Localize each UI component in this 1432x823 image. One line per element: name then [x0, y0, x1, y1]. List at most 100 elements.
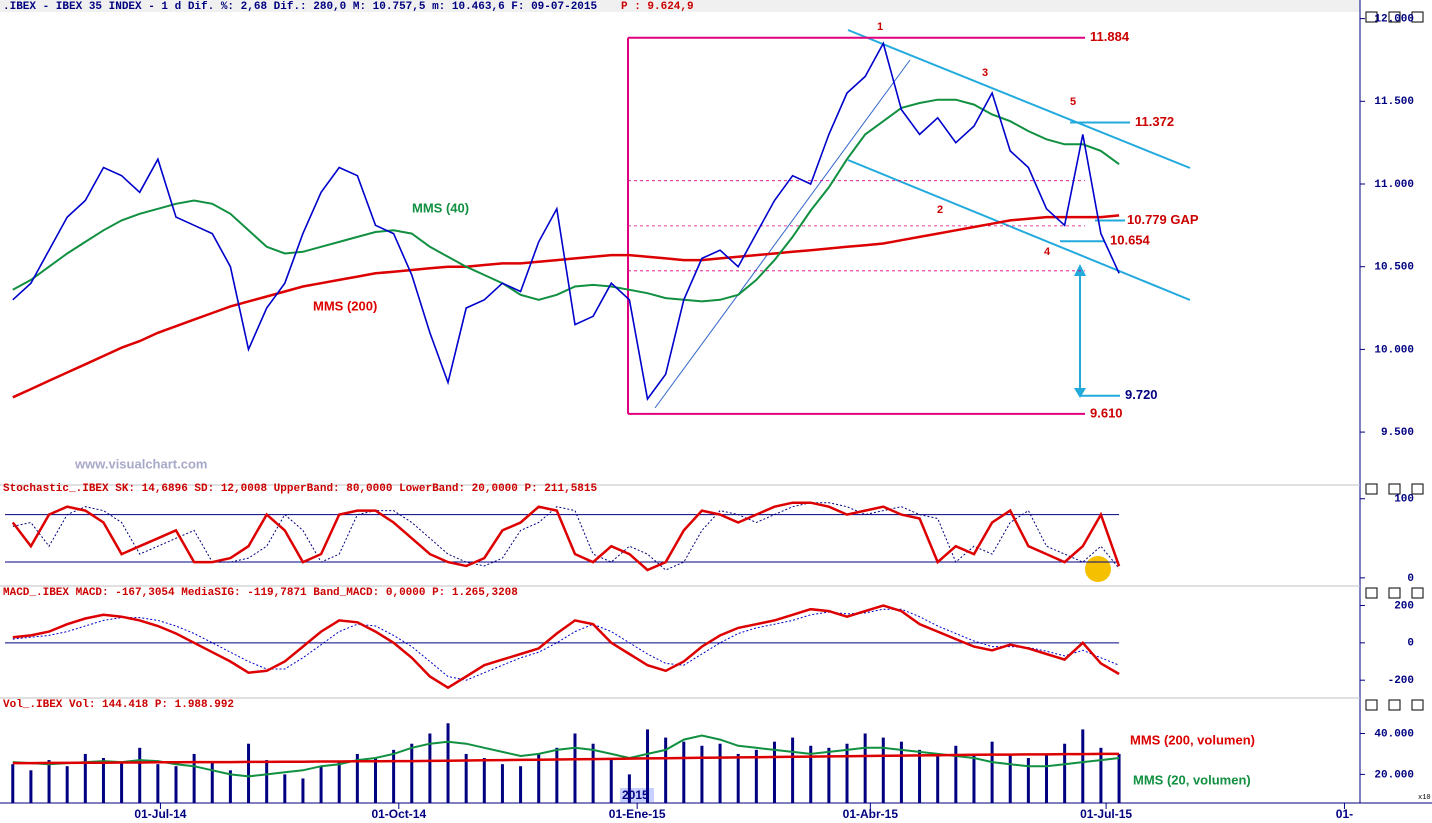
- y-tick-label: 11.000: [1374, 179, 1414, 191]
- x-tick-label: 01-: [1336, 807, 1353, 821]
- volume-bar: [355, 753, 359, 803]
- close-button[interactable]: [1411, 699, 1424, 711]
- volume-bar: [138, 747, 142, 803]
- level-label: 9.610: [1090, 405, 1123, 420]
- volume-header: Vol_.IBEX Vol: 144.418 P: 1.988.992: [3, 699, 234, 711]
- volume-bar: [718, 743, 722, 803]
- minimize-button[interactable]: [1365, 483, 1378, 495]
- maximize-button[interactable]: [1388, 699, 1401, 711]
- last-price: P : 9.624,9: [621, 1, 694, 13]
- volume-bar: [228, 770, 232, 803]
- volume-bar: [899, 741, 903, 803]
- wave-label: 2: [937, 204, 943, 216]
- volume-bar: [809, 745, 813, 803]
- volume-bar: [101, 758, 105, 803]
- maximize-button[interactable]: [1388, 587, 1401, 599]
- close-button[interactable]: [1411, 483, 1424, 495]
- volume-bar: [627, 774, 631, 803]
- y-tick-label: 12.000: [1374, 14, 1414, 26]
- series-label: MMS (20, volumen): [1133, 772, 1251, 787]
- volume-bar: [881, 737, 885, 803]
- volume-bar: [174, 766, 178, 803]
- window-buttons[interactable]: [1365, 11, 1424, 711]
- volume-bar: [446, 723, 450, 803]
- close-button[interactable]: [1411, 587, 1424, 599]
- minimize-button[interactable]: [1365, 11, 1378, 23]
- volume-bar: [845, 743, 849, 803]
- volume-bar: [1099, 747, 1103, 803]
- volume-bar: [936, 753, 940, 803]
- volume-bar: [682, 741, 686, 803]
- y-tick-label: -200: [1388, 675, 1414, 687]
- volume-bar: [47, 760, 51, 803]
- x-tick-label: 01-Jul-14: [134, 807, 186, 821]
- series-line: [12, 604, 1120, 690]
- volume-bar: [11, 764, 15, 803]
- volume-bar: [918, 749, 922, 803]
- volume-bar: [301, 778, 305, 803]
- series-line: [12, 41, 1120, 401]
- header-strip: [0, 0, 1360, 12]
- series-label: MMS (200): [313, 298, 377, 313]
- volume-bar: [156, 764, 160, 803]
- volume-bar: [990, 741, 994, 803]
- level-label: 10.779 GAP: [1127, 212, 1199, 227]
- volume-bar: [772, 741, 776, 803]
- wave-label: 5: [1070, 96, 1076, 108]
- y-tick-label: 40.000: [1374, 728, 1414, 740]
- wave-label: 4: [1044, 246, 1051, 258]
- trend-line: [654, 59, 911, 409]
- level-label: 9.720: [1125, 387, 1158, 402]
- volume-bar: [482, 758, 486, 803]
- volume-bar: [609, 758, 613, 803]
- volume-bar: [591, 743, 595, 803]
- level-label: 11.884: [1090, 29, 1130, 44]
- volume-bar: [555, 747, 559, 803]
- volume-bar: [537, 753, 541, 803]
- price-header: .IBEX - IBEX 35 INDEX - 1 d Dif. %: 2,68…: [3, 1, 597, 13]
- y-tick-label: 11.500: [1374, 96, 1414, 108]
- year-label: 2015: [622, 788, 649, 802]
- stochastic-header: Stochastic_.IBEX SK: 14,6896 SD: 12,0008…: [3, 483, 597, 495]
- close-button[interactable]: [1411, 11, 1424, 23]
- volume-bar: [337, 762, 341, 803]
- volume-bar: [1045, 753, 1049, 803]
- volume-bar: [954, 745, 958, 803]
- unit-label: x10: [1418, 794, 1431, 802]
- volume-bar: [519, 766, 523, 803]
- y-tick-label: 200: [1394, 600, 1414, 612]
- volume-bar: [265, 760, 269, 803]
- volume-bar: [247, 743, 251, 803]
- volume-bar: [283, 774, 287, 803]
- volume-bar: [319, 766, 323, 803]
- volume-bar: [29, 770, 33, 803]
- volume-bar: [392, 749, 396, 803]
- x-tick-label: 01-Jul-15: [1080, 807, 1132, 821]
- volume-bar: [210, 762, 214, 803]
- minimize-button[interactable]: [1365, 587, 1378, 599]
- volume-bar: [1117, 753, 1121, 803]
- channel-line-upper: [847, 29, 1191, 169]
- channel-line-lower: [847, 159, 1191, 301]
- volume-bar: [646, 729, 650, 803]
- x-tick-label: 01-Oct-14: [371, 807, 426, 821]
- wave-label: 3: [982, 67, 988, 79]
- watermark: www.visualchart.com: [74, 456, 207, 471]
- maximize-button[interactable]: [1388, 483, 1401, 495]
- y-tick-label: 20.000: [1374, 769, 1414, 781]
- series-line: [12, 214, 1120, 399]
- maximize-button[interactable]: [1388, 11, 1401, 23]
- series-label: MMS (200, volumen): [1130, 732, 1255, 747]
- minimize-button[interactable]: [1365, 699, 1378, 711]
- macd-header: MACD_.IBEX MACD: -167,3054 MediaSIG: -11…: [3, 587, 518, 599]
- volume-bar: [754, 749, 758, 803]
- y-tick-label: 9.500: [1381, 427, 1414, 439]
- volume-bar: [83, 753, 87, 803]
- volume-bar: [192, 753, 196, 803]
- series-line: [12, 608, 1120, 681]
- series-line: [12, 734, 1120, 778]
- highlight-circle: [1085, 556, 1111, 582]
- y-tick-label: 100: [1394, 494, 1414, 506]
